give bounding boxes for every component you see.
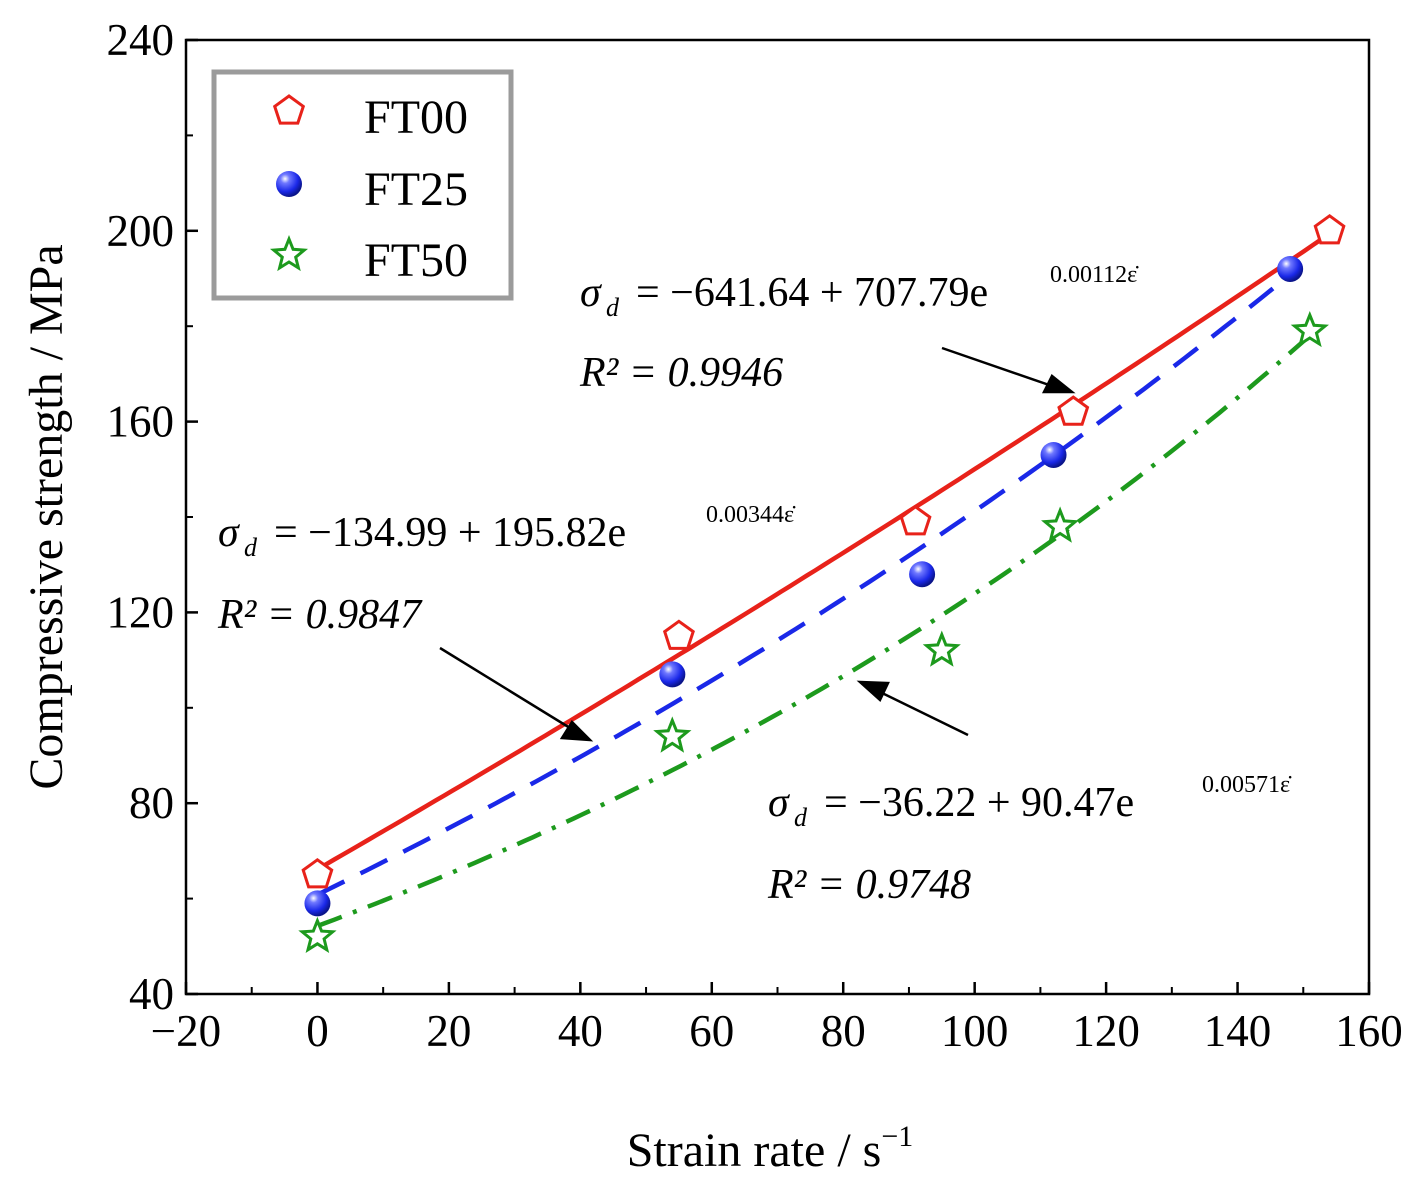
legend-symbol-ft00 (272, 94, 306, 125)
data-point-ft00 (662, 619, 695, 650)
arrow-ft50-head (856, 680, 890, 703)
x-tick-label: −20 (151, 1006, 221, 1056)
eq-ft00-exp: 0.00112ε̇ (1050, 262, 1139, 288)
fit-curve-ft50 (316, 333, 1312, 929)
arrow-ft50-line (879, 690, 969, 737)
x-tick-label: 140 (1204, 1006, 1272, 1056)
eq-ft25-exp: 0.00344ε̇ (706, 502, 796, 528)
data-point-ft25 (304, 890, 331, 917)
x-axis-title-text: Strain rate / s (627, 1124, 882, 1177)
legend-label-ft50: FT50 (364, 234, 468, 287)
data-point-ft00 (301, 857, 334, 889)
annotation-arrows (439, 346, 1076, 742)
data-point-ft50 (922, 630, 961, 667)
axis-ticks: −20 0 20 40 60 80 100 120 140 160 40 80 120 160 200 240 (107, 15, 1403, 1056)
y-tick-label: 40 (129, 969, 174, 1019)
x-tick-label: 100 (941, 1006, 1009, 1056)
legend-label-ft00: FT00 (364, 91, 468, 144)
data-point-ft25 (1040, 441, 1067, 468)
data-point-ft50 (298, 916, 337, 953)
x-axis-title: Strain rate / s−1 (627, 1120, 914, 1177)
eq-ft25-rhs: = −134.99 + 195.82e (274, 510, 626, 556)
y-tick-label: 160 (107, 397, 175, 447)
x-tick-label: 160 (1335, 1006, 1403, 1056)
equation-ft25: σ d = −134.99 + 195.82e 0.00344ε̇ R² = 0… (217, 502, 796, 638)
data-point-ft50 (1041, 506, 1080, 543)
x-tick-label: 80 (821, 1006, 866, 1056)
y-tick-label: 240 (107, 15, 175, 65)
y-tick-label: 200 (107, 206, 175, 256)
equation-ft00: σ d = −641.64 + 707.79e 0.00112ε̇ R² = 0… (579, 262, 1139, 396)
legend-symbols (269, 94, 309, 272)
fit-curve-ft25 (316, 272, 1292, 897)
eq-ft00-sub: d (606, 293, 620, 322)
arrow-ft25-line (439, 646, 571, 730)
x-tick-label: 60 (689, 1006, 734, 1056)
x-tick-label: 0 (306, 1006, 329, 1056)
eq-ft25-r2: R² = 0.9847 (217, 592, 423, 638)
data-point-ft25 (1277, 255, 1304, 282)
legend-box (211, 69, 514, 301)
eq-ft00-lhs: σ (580, 270, 603, 316)
arrow-ft00-line (941, 346, 1053, 388)
y-tick-label: 120 (107, 587, 175, 637)
data-point-ft25 (659, 661, 686, 688)
eq-ft25-sub: d (244, 533, 258, 562)
data-point-ft25 (909, 561, 936, 588)
eq-ft25-lhs: σ (218, 510, 241, 556)
equation-ft50: σ d = −36.22 + 90.47e 0.00571ε̇ R² = 0.9… (767, 772, 1292, 908)
x-tick-label: 120 (1072, 1006, 1140, 1056)
arrow-ft25-head (559, 720, 594, 742)
data-point-ft00 (1313, 213, 1346, 245)
data-markers (298, 213, 1346, 953)
x-axis-title-sup: −1 (881, 1120, 913, 1153)
eq-ft50-rhs: = −36.22 + 90.47e (824, 780, 1134, 826)
eq-ft50-lhs: σ (768, 780, 791, 826)
eq-ft50-r2: R² = 0.9748 (767, 862, 971, 908)
eq-ft50-exp: 0.00571ε̇ (1202, 772, 1292, 798)
eq-ft50-sub: d (794, 803, 808, 832)
x-tick-label: 40 (558, 1006, 603, 1056)
fit-curves (316, 231, 1331, 929)
data-point-ft00 (899, 504, 932, 536)
data-point-ft50 (1290, 310, 1329, 348)
data-point-ft00 (1057, 395, 1090, 426)
y-tick-label: 80 (129, 778, 174, 828)
eq-ft00-r2: R² = 0.9946 (579, 350, 783, 396)
eq-ft00-rhs: = −641.64 + 707.79e (636, 270, 988, 316)
fit-curve-ft00 (316, 231, 1331, 872)
legend-symbol-ft50 (269, 234, 309, 272)
legend-label-ft25: FT25 (364, 163, 468, 216)
data-point-ft50 (653, 716, 692, 753)
x-tick-label: 20 (426, 1006, 471, 1056)
legend: FT00 FT25 FT50 (211, 69, 514, 301)
y-axis-title: Compressive strength / MPa (20, 244, 73, 789)
legend-symbol-ft25 (276, 171, 302, 197)
arrow-ft00-head (1041, 374, 1076, 394)
